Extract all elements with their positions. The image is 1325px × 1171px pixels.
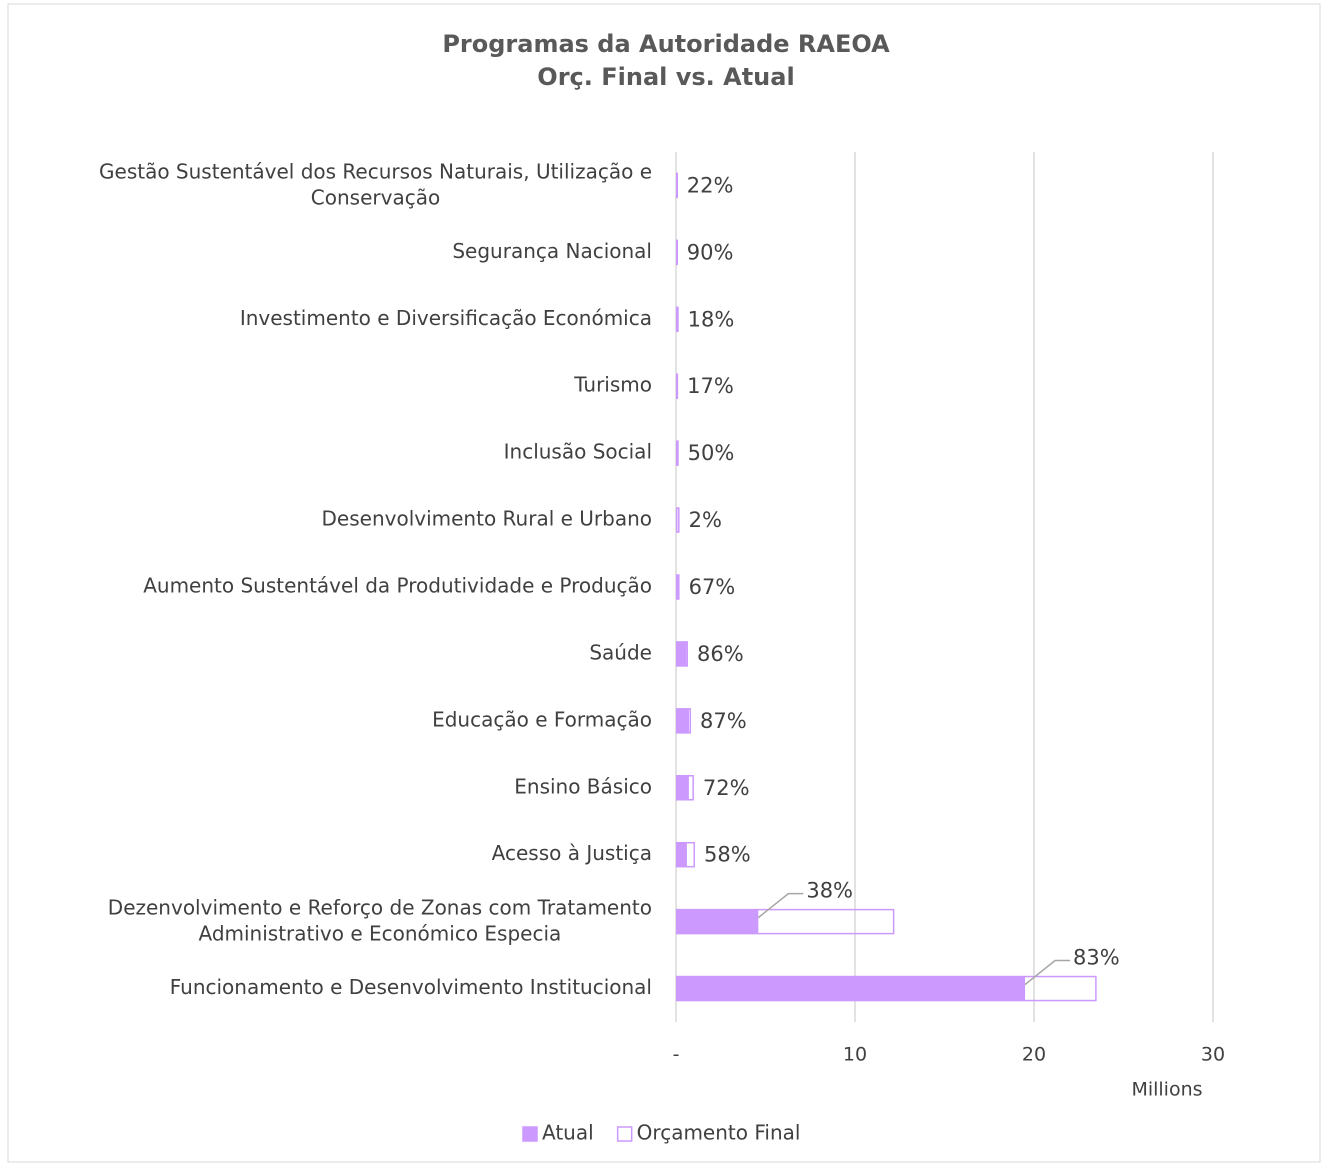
y-tick-label: Dezenvolvimento e Reforço de Zonas com T… xyxy=(108,895,652,945)
leader-line xyxy=(757,892,804,919)
bar xyxy=(676,775,694,801)
legend-label: Orçamento Final xyxy=(637,1121,801,1145)
chart-title: Programas da Autoridade RAEOA xyxy=(442,30,890,58)
y-tick-label: Investimento e Diversificação Económica xyxy=(240,306,652,330)
data-label: 50% xyxy=(688,441,735,465)
chart-frame xyxy=(7,3,1321,1163)
bar xyxy=(676,908,895,935)
bar xyxy=(676,708,692,734)
bar xyxy=(676,775,689,800)
y-tick-label: Acesso à Justiça xyxy=(492,841,652,865)
y-tick-label: Aumento Sustentável da Produtividade e P… xyxy=(143,574,652,598)
y-tick-label: Saúde xyxy=(589,640,652,664)
data-label: 2% xyxy=(689,508,722,532)
data-label: 90% xyxy=(687,240,734,264)
x-tick-label: - xyxy=(673,1044,680,1066)
y-tick-label: Desenvolvimento Rural e Urbano xyxy=(322,507,652,531)
bar xyxy=(676,440,679,466)
bar xyxy=(676,507,680,533)
legend-swatch xyxy=(616,1126,633,1142)
legend-label: Atual xyxy=(542,1121,594,1145)
y-tick-label: Educação e Formação xyxy=(432,707,652,731)
data-label: 38% xyxy=(806,879,853,903)
bar xyxy=(676,641,688,667)
x-axis-unit: Millions xyxy=(1131,1079,1202,1101)
bar xyxy=(676,975,1097,1002)
x-tick-label: 30 xyxy=(1201,1044,1225,1066)
data-label: 17% xyxy=(687,374,734,398)
data-label: 67% xyxy=(689,575,736,599)
data-label: 22% xyxy=(687,173,734,197)
data-label: 18% xyxy=(688,307,735,331)
data-label: 58% xyxy=(704,843,751,867)
bar xyxy=(676,708,690,733)
data-label: 86% xyxy=(697,642,744,666)
x-tick-label: 10 xyxy=(843,1044,867,1066)
y-tick-label: Inclusão Social xyxy=(504,440,652,464)
bar xyxy=(676,239,678,266)
data-label: 83% xyxy=(1073,946,1120,970)
bar xyxy=(676,306,679,333)
legend-swatch xyxy=(522,1126,538,1142)
bar xyxy=(676,574,680,600)
bar xyxy=(676,641,687,666)
bar xyxy=(676,172,678,199)
y-tick-label: Turismo xyxy=(573,373,652,397)
data-label: 87% xyxy=(700,709,747,733)
bar xyxy=(676,373,679,399)
bar xyxy=(676,841,695,868)
x-tick-label: 20 xyxy=(1022,1044,1046,1066)
data-label: 72% xyxy=(703,776,750,800)
y-tick-label: Gestão Sustentável dos Recursos Naturais… xyxy=(99,159,652,209)
bar xyxy=(676,842,687,867)
chart-subtitle: Orç. Final vs. Atual xyxy=(537,63,794,91)
y-tick-label: Ensino Básico xyxy=(514,774,652,798)
y-tick-label: Segurança Nacional xyxy=(452,239,652,263)
bar xyxy=(676,976,1026,1001)
y-tick-label: Funcionamento e Desenvolvimento Instituc… xyxy=(170,975,652,999)
bar xyxy=(676,909,759,934)
leader-line xyxy=(1024,959,1071,986)
